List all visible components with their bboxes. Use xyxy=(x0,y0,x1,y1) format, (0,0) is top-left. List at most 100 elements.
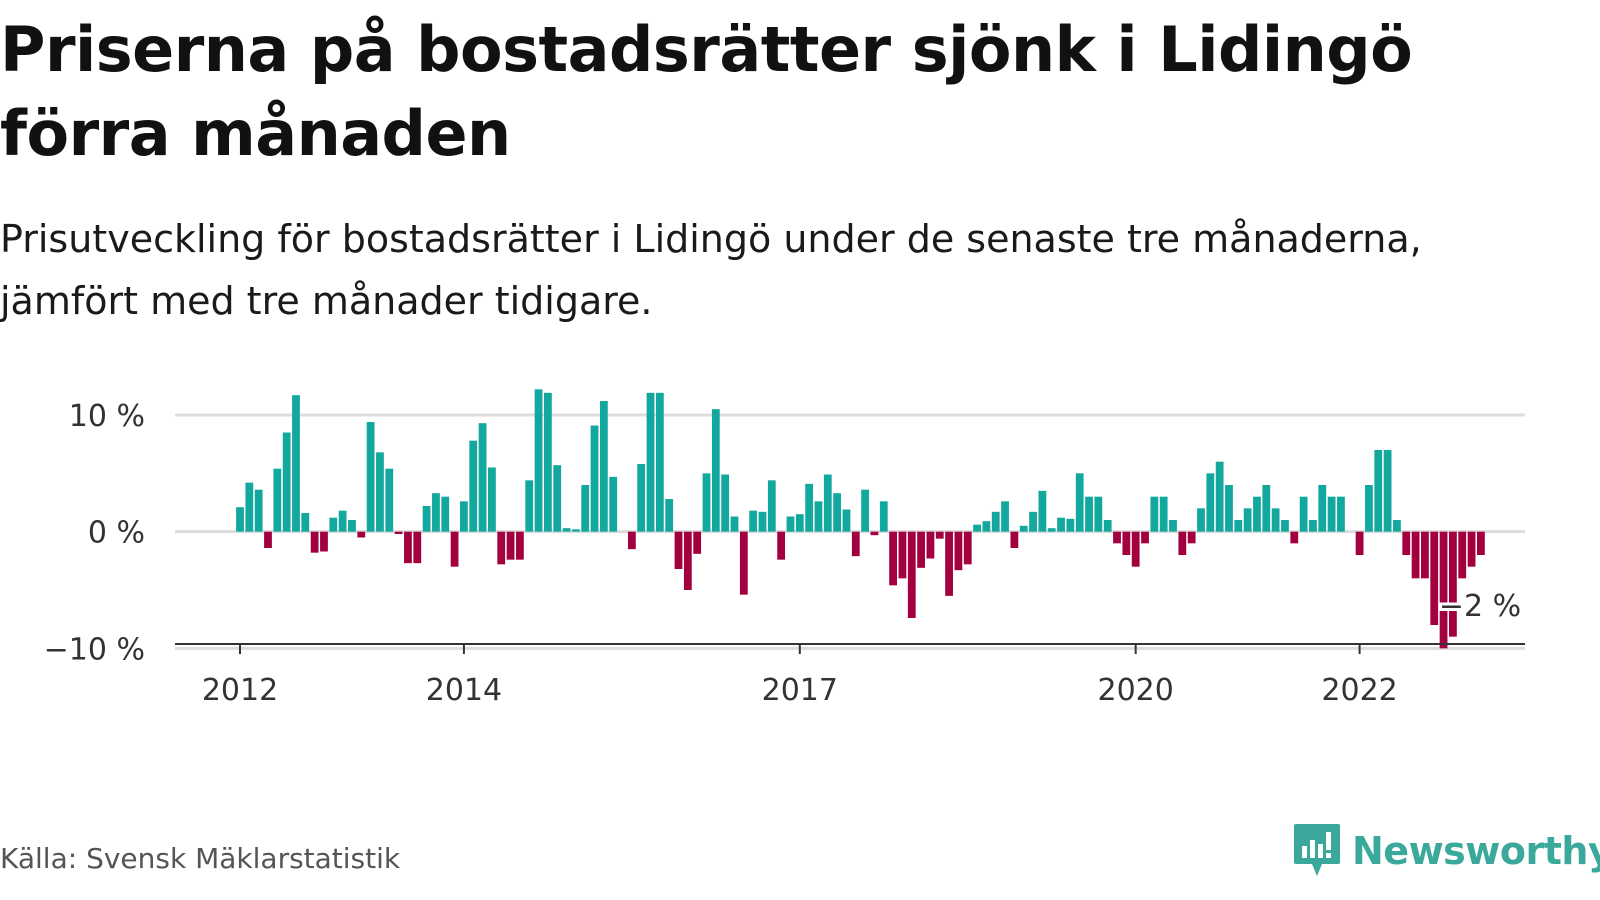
bar xyxy=(1439,531,1448,649)
bar xyxy=(1234,520,1243,532)
bar xyxy=(637,464,646,532)
bar xyxy=(1467,531,1476,567)
bar xyxy=(1449,531,1457,637)
bar xyxy=(917,531,925,568)
bar xyxy=(366,422,375,532)
bar xyxy=(376,452,384,532)
x-tick-label: 2017 xyxy=(762,673,838,708)
bar xyxy=(693,531,702,554)
bar xyxy=(1309,520,1317,532)
bar xyxy=(469,440,478,532)
bar xyxy=(478,423,487,532)
bar xyxy=(870,531,879,536)
bar xyxy=(357,531,366,538)
y-tick-label: 0 % xyxy=(88,516,145,551)
x-axis xyxy=(175,643,1525,654)
bar xyxy=(1085,496,1093,532)
bar xyxy=(282,432,291,532)
source-note: Källa: Svensk Mäklarstatistik xyxy=(0,842,401,875)
bar xyxy=(404,531,412,564)
bar xyxy=(236,507,244,532)
bar xyxy=(1001,501,1009,532)
bar xyxy=(907,531,916,618)
bar xyxy=(1243,508,1252,532)
bar xyxy=(767,480,776,532)
bar xyxy=(422,506,431,532)
bar xyxy=(786,516,795,532)
bar xyxy=(814,501,823,532)
bar xyxy=(851,531,860,557)
bar xyxy=(385,468,394,532)
x-tick-label: 2020 xyxy=(1098,673,1174,708)
bar xyxy=(1281,520,1289,532)
bar-chart: 10 % 0 % −10 % 2012 2014 2017 2020 2022 −2 % xyxy=(44,389,1525,708)
bar xyxy=(432,493,440,532)
bar xyxy=(655,392,664,532)
bar xyxy=(1290,531,1299,544)
bar xyxy=(982,521,991,532)
axis-labels: 10 % 0 % −10 % 2012 2014 2017 2020 2022 −2 % xyxy=(44,399,1525,708)
bar xyxy=(833,493,842,532)
bar xyxy=(721,474,730,532)
bar xyxy=(497,531,506,565)
bar xyxy=(1215,461,1224,532)
bar xyxy=(599,401,608,532)
bar xyxy=(646,392,655,532)
bar xyxy=(1299,496,1308,532)
bar xyxy=(1057,517,1065,532)
bar xyxy=(450,531,459,567)
bar xyxy=(1337,496,1345,532)
bar xyxy=(842,509,851,532)
chart-subtitle: Prisutveckling för bostadsrätter i Lidin… xyxy=(0,217,1422,323)
bar xyxy=(1355,531,1364,555)
bar xyxy=(1458,531,1467,579)
bar xyxy=(665,499,674,532)
bar xyxy=(348,520,356,532)
bars xyxy=(236,389,1485,649)
bar xyxy=(1019,525,1028,532)
bar xyxy=(301,513,310,532)
bar xyxy=(683,531,692,590)
bar xyxy=(1047,528,1056,532)
bar xyxy=(935,531,944,539)
bar xyxy=(805,483,814,532)
bar xyxy=(1421,531,1429,579)
bar xyxy=(1029,511,1037,532)
bar xyxy=(525,480,534,532)
bar xyxy=(273,468,282,532)
bar xyxy=(581,485,590,532)
bar xyxy=(926,531,935,559)
bar xyxy=(823,474,832,532)
bar xyxy=(329,517,338,532)
bar xyxy=(711,409,720,532)
bar xyxy=(1150,496,1159,532)
bar xyxy=(758,511,767,532)
annotation-label: −2 % xyxy=(1439,589,1521,624)
bar xyxy=(1178,531,1187,555)
bar xyxy=(338,510,347,532)
bar xyxy=(1365,485,1373,532)
bar xyxy=(460,501,468,532)
bar xyxy=(879,501,888,532)
chart-title: Priserna på bostadsrätter sjönk i Liding… xyxy=(0,13,1413,170)
bar xyxy=(1169,520,1177,532)
bar xyxy=(1374,450,1383,532)
bar xyxy=(543,392,552,532)
bar xyxy=(516,531,524,560)
brand-name: Newsworthy xyxy=(1352,829,1600,873)
bar xyxy=(1066,518,1075,532)
bar xyxy=(1411,531,1420,579)
bar xyxy=(245,482,254,532)
brand-logo[interactable]: Newsworthy xyxy=(1292,822,1600,880)
bar xyxy=(889,531,897,586)
x-tick-label: 2014 xyxy=(426,673,502,708)
bar xyxy=(702,473,711,532)
bar xyxy=(674,531,683,569)
bar xyxy=(1094,496,1103,532)
bar xyxy=(1253,496,1261,532)
bar xyxy=(562,528,571,532)
x-tick-label: 2012 xyxy=(202,673,278,708)
bar xyxy=(1141,531,1149,544)
bar xyxy=(571,529,580,532)
bar xyxy=(963,531,972,565)
